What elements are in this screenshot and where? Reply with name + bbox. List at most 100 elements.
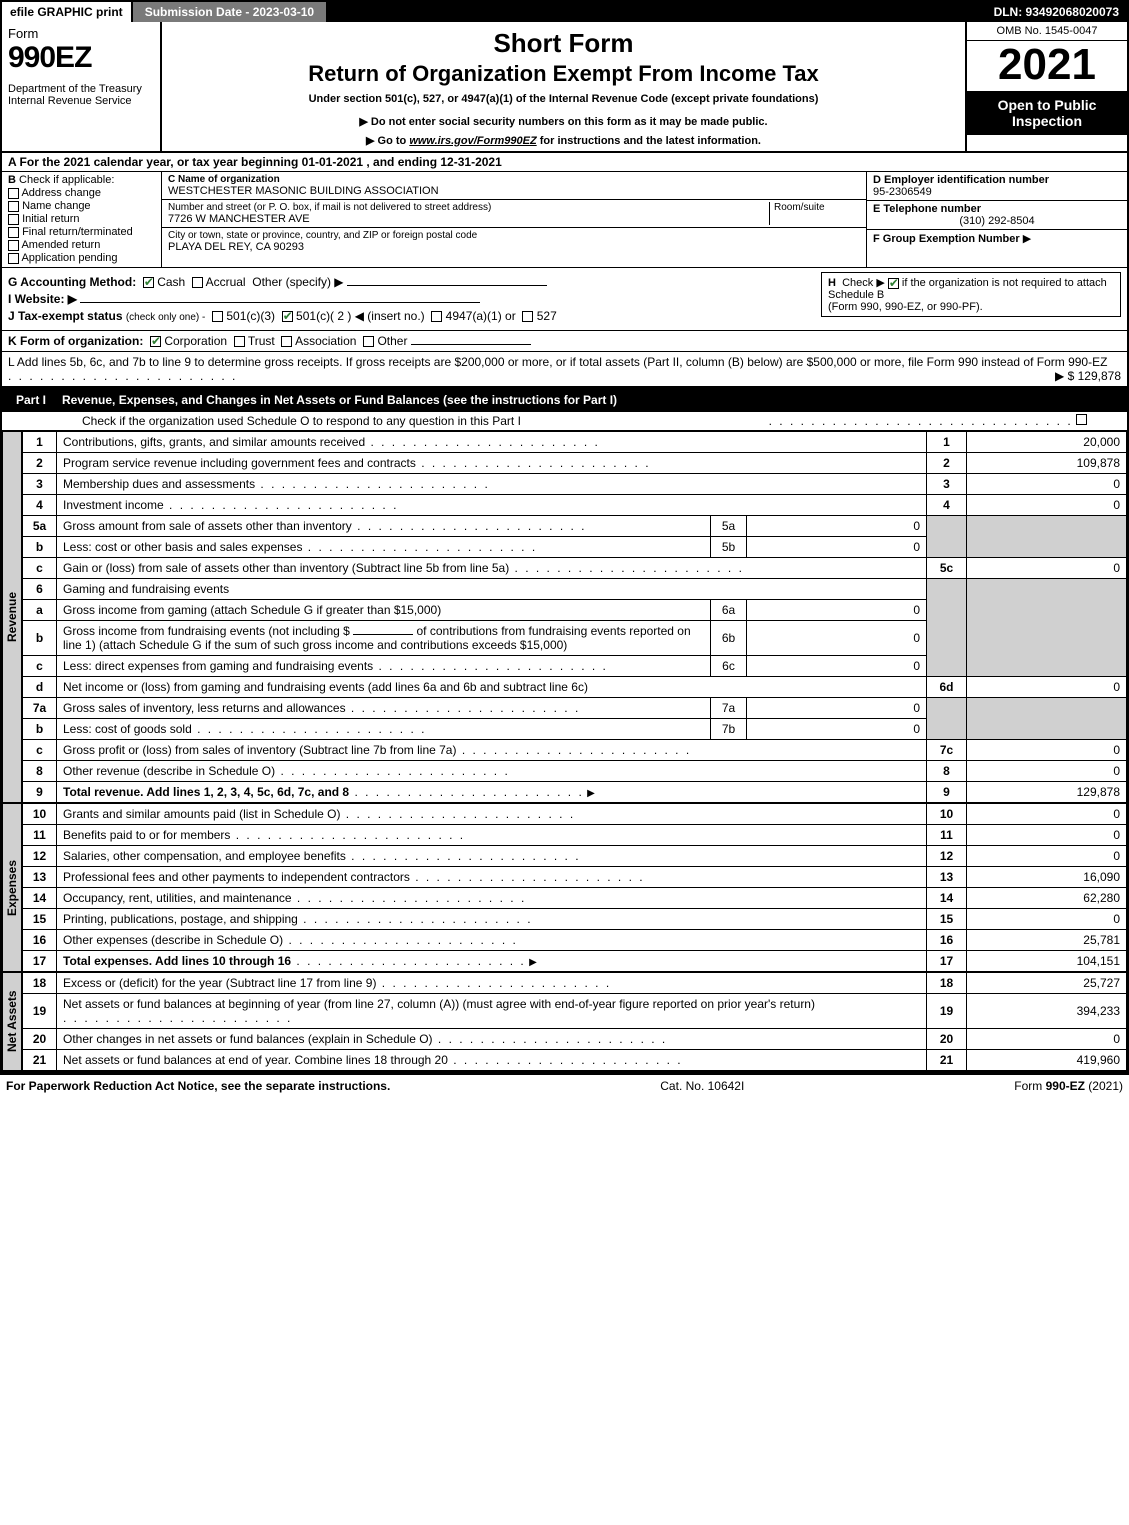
expenses-sidetab: Expenses	[2, 803, 22, 972]
j-527-checkbox[interactable]	[522, 311, 533, 322]
line-9: 9Total revenue. Add lines 1, 2, 3, 4, 5c…	[23, 782, 1127, 803]
part1-header: Part I Revenue, Expenses, and Changes in…	[2, 388, 1127, 412]
line-8: 8Other revenue (describe in Schedule O)8…	[23, 761, 1127, 782]
line-5c: cGain or (loss) from sale of assets othe…	[23, 558, 1127, 579]
g-other-label: Other (specify) ▶	[252, 275, 343, 289]
efile-print-label[interactable]: efile GRAPHIC print	[2, 2, 133, 22]
j-501c-checkbox[interactable]	[282, 311, 293, 322]
form-word: Form	[8, 26, 38, 41]
l-amount: ▶ $ 129,878	[1055, 369, 1121, 383]
line-15: 15Printing, publications, postage, and s…	[23, 909, 1127, 930]
title-short-form: Short Form	[170, 28, 957, 59]
line-11: 11Benefits paid to or for members110	[23, 825, 1127, 846]
chk-name-change[interactable]: Name change	[8, 200, 155, 212]
org-name: WESTCHESTER MASONIC BUILDING ASSOCIATION	[168, 185, 860, 197]
e-phone-label: E Telephone number	[873, 203, 981, 215]
line-1: 1Contributions, gifts, grants, and simil…	[23, 432, 1127, 453]
row-k: K Form of organization: Corporation Trus…	[2, 331, 1127, 352]
line-7a: 7aGross sales of inventory, less returns…	[23, 698, 1127, 719]
h-checkbox[interactable]	[888, 278, 899, 289]
expenses-table: 10Grants and similar amounts paid (list …	[22, 803, 1127, 972]
irs-link[interactable]: www.irs.gov/Form990EZ	[409, 135, 536, 147]
website-input[interactable]	[80, 302, 480, 303]
g-other-input[interactable]	[347, 285, 547, 286]
form-number: 990EZ	[8, 41, 154, 75]
k-corp: Corporation	[164, 334, 227, 348]
netassets-table: 18Excess or (deficit) for the year (Subt…	[22, 972, 1127, 1071]
line-18: 18Excess or (deficit) for the year (Subt…	[23, 973, 1127, 994]
chk-amended-return[interactable]: Amended return	[8, 239, 155, 251]
line-12: 12Salaries, other compensation, and empl…	[23, 846, 1127, 867]
revenue-table: 1Contributions, gifts, grants, and simil…	[22, 431, 1127, 803]
form-container: efile GRAPHIC print Submission Date - 20…	[0, 0, 1129, 1073]
part1-num: Part I	[8, 391, 54, 409]
check-if-applicable: Check if applicable:	[19, 174, 114, 186]
chk-final-return[interactable]: Final return/terminated	[8, 226, 155, 238]
chk-initial-return[interactable]: Initial return	[8, 213, 155, 225]
j-label: J Tax-exempt status	[8, 309, 123, 323]
row-a-tax-year: A For the 2021 calendar year, or tax yea…	[2, 153, 1127, 172]
line-10: 10Grants and similar amounts paid (list …	[23, 804, 1127, 825]
submission-date: Submission Date - 2023-03-10	[133, 2, 328, 22]
subtitle-ssn-warning: ▶ Do not enter social security numbers o…	[170, 115, 957, 128]
g-accrual-checkbox[interactable]	[192, 277, 203, 288]
footer-paperwork: For Paperwork Reduction Act Notice, see …	[6, 1079, 390, 1093]
g-cash-label: Cash	[157, 275, 185, 289]
k-trust: Trust	[248, 334, 275, 348]
city-value: PLAYA DEL REY, CA 90293	[168, 241, 860, 253]
k-assoc-checkbox[interactable]	[281, 336, 292, 347]
line-6d: dNet income or (loss) from gaming and fu…	[23, 677, 1127, 698]
part1-title: Revenue, Expenses, and Changes in Net As…	[62, 393, 617, 407]
k-assoc: Association	[295, 334, 356, 348]
title-return: Return of Organization Exempt From Incom…	[170, 61, 957, 87]
goto-suffix: for instructions and the latest informat…	[537, 135, 761, 147]
k-other-checkbox[interactable]	[363, 336, 374, 347]
part1-sub-text: Check if the organization used Schedule …	[82, 414, 769, 428]
col-b-checkboxes: B Check if applicable: Address change Na…	[2, 172, 162, 267]
j-4947-checkbox[interactable]	[431, 311, 442, 322]
k-corp-checkbox[interactable]	[150, 336, 161, 347]
k-label: K Form of organization:	[8, 334, 143, 348]
header-left: Form 990EZ Department of the Treasury In…	[2, 22, 162, 151]
city-label: City or town, state or province, country…	[168, 230, 860, 241]
chk-address-change[interactable]: Address change	[8, 187, 155, 199]
k-other: Other	[377, 334, 407, 348]
j-opt4: 527	[537, 309, 557, 323]
revenue-section: Revenue 1Contributions, gifts, grants, a…	[2, 431, 1127, 803]
line-4: 4Investment income40	[23, 495, 1127, 516]
chk-application-pending[interactable]: Application pending	[8, 252, 155, 264]
subtitle-section: Under section 501(c), 527, or 4947(a)(1)…	[170, 93, 957, 105]
k-other-input[interactable]	[411, 344, 531, 345]
street-value: 7726 W MANCHESTER AVE	[168, 213, 765, 225]
b-label: B	[8, 174, 16, 186]
footer-catno: Cat. No. 10642I	[660, 1079, 744, 1093]
goto-prefix: ▶ Go to	[366, 135, 409, 147]
j-501c3-checkbox[interactable]	[212, 311, 223, 322]
subtitle-goto: ▶ Go to www.irs.gov/Form990EZ for instru…	[170, 134, 957, 147]
g-cash-checkbox[interactable]	[143, 277, 154, 288]
part1-sub: Check if the organization used Schedule …	[2, 412, 1127, 431]
row-l: L Add lines 5b, 6c, and 7b to line 9 to …	[2, 352, 1127, 388]
line-20: 20Other changes in net assets or fund ba…	[23, 1029, 1127, 1050]
line-5a: 5aGross amount from sale of assets other…	[23, 516, 1127, 537]
g-accrual-label: Accrual	[206, 275, 246, 289]
d-ein-value: 95-2306549	[873, 186, 1121, 198]
h-label: H	[828, 277, 836, 289]
omb-number: OMB No. 1545-0047	[967, 22, 1127, 41]
section-bcdef: B Check if applicable: Address change Na…	[2, 172, 1127, 268]
part1-schedule-o-checkbox[interactable]	[1076, 414, 1087, 425]
line-16: 16Other expenses (describe in Schedule O…	[23, 930, 1127, 951]
h-box: H Check ▶ if the organization is not req…	[821, 272, 1121, 317]
header-row: Form 990EZ Department of the Treasury In…	[2, 22, 1127, 153]
tax-year: 2021	[967, 41, 1127, 91]
col-def: D Employer identification number 95-2306…	[867, 172, 1127, 267]
line-17: 17Total expenses. Add lines 10 through 1…	[23, 951, 1127, 972]
k-trust-checkbox[interactable]	[234, 336, 245, 347]
g-label: G Accounting Method:	[8, 275, 136, 289]
topbar: efile GRAPHIC print Submission Date - 20…	[2, 2, 1127, 22]
col-c-org-info: C Name of organization WESTCHESTER MASON…	[162, 172, 867, 267]
expenses-section: Expenses 10Grants and similar amounts pa…	[2, 803, 1127, 972]
j-opt2: 501(c)( 2 ) ◀ (insert no.)	[296, 309, 425, 323]
dln-number: DLN: 93492068020073	[986, 2, 1127, 22]
header-mid: Short Form Return of Organization Exempt…	[162, 22, 967, 151]
